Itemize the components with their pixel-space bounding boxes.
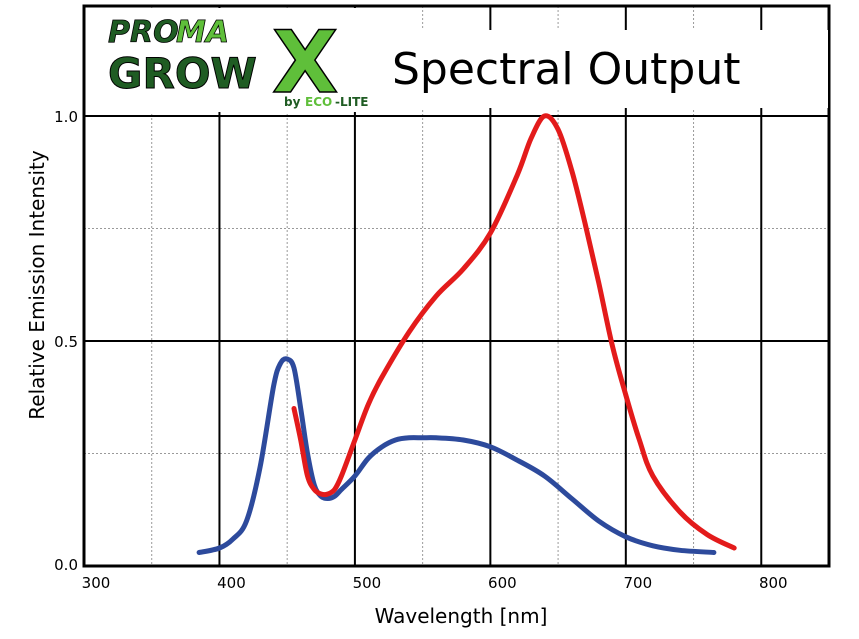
logo-pro-text: PRO [108,15,179,50]
y-axis-title: Relative Emission Intensity [25,150,49,420]
x-tick-label: 600 [488,574,517,592]
blue-series-line [196,356,717,555]
x-axis-title: Wavelength [nm] [375,604,548,628]
logo-x-text: X [272,13,338,113]
logo-max-text: MA [176,15,229,50]
y-tick-label: 1.0 [54,108,78,126]
tick-labels: 300 400 500 600 700 800 0.0 0.5 1.0 [54,108,787,592]
logo-eco-text: ECO [305,95,332,109]
x-tick-label: 500 [353,574,382,592]
x-tick-label: 400 [217,574,246,592]
y-tick-label: 0.0 [54,556,78,574]
logo-by-text: by [284,95,301,109]
series-layer [196,113,737,555]
logo-grow-text: GROW [108,49,257,98]
chart-title: Spectral Output [392,44,740,95]
logo-lite-text: -LITE [335,95,368,109]
red-series-line [291,113,737,551]
x-tick-label: 700 [623,574,652,592]
y-tick-label: 0.5 [54,333,78,351]
x-tick-label: 300 [82,574,111,592]
x-tick-label: 800 [759,574,788,592]
promax-grow-logo: PRO MA GROW X by ECO -LITE [100,8,390,114]
plot-frame [82,4,831,568]
